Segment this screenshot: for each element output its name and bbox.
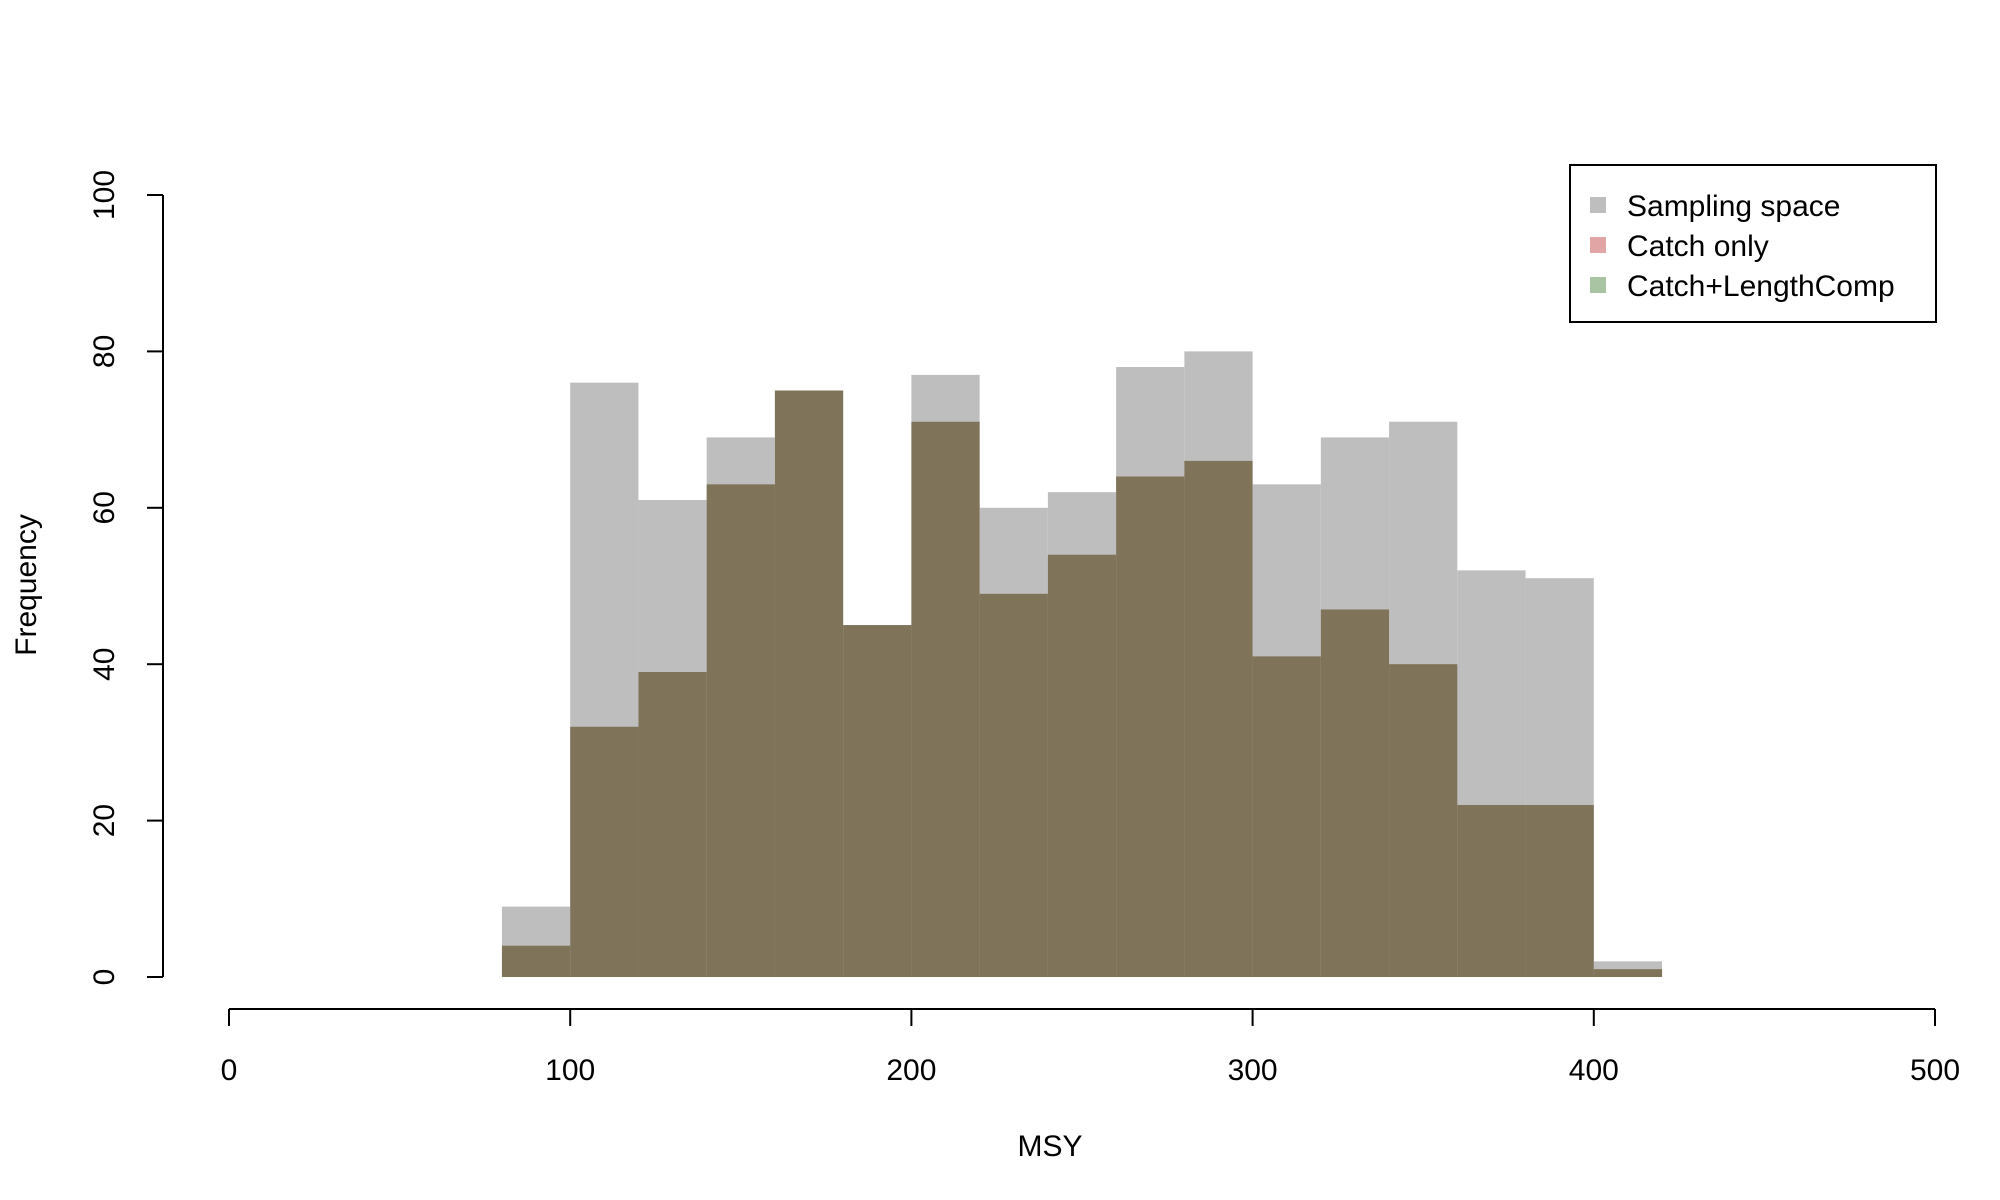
bar-overlap xyxy=(706,484,775,977)
bar-overlap xyxy=(843,625,912,977)
x-axis-title: MSY xyxy=(1017,1130,1082,1163)
y-tick-label: 40 xyxy=(88,648,121,681)
bar-overlap xyxy=(501,945,571,977)
bar-overlap xyxy=(570,726,639,977)
bar-overlap xyxy=(1252,656,1321,977)
bar-overlap xyxy=(1389,664,1458,977)
x-tick-label: 300 xyxy=(1228,1054,1278,1087)
legend-label: Sampling space xyxy=(1627,190,1840,223)
x-tick-label: 200 xyxy=(886,1054,936,1087)
y-tick-label: 100 xyxy=(88,170,121,220)
x-tick-label: 500 xyxy=(1910,1054,1960,1087)
bar-overlap xyxy=(1525,804,1594,977)
y-tick-label: 80 xyxy=(88,335,121,368)
y-tick-label: 20 xyxy=(88,804,121,837)
y-axis-title: Frequency xyxy=(10,514,43,656)
bar-overlap xyxy=(638,672,707,977)
x-tick-label: 0 xyxy=(221,1054,238,1087)
bar-overlap xyxy=(1320,609,1390,977)
legend-box xyxy=(1569,164,1937,323)
y-tick-label: 60 xyxy=(88,491,121,524)
bar-overlap xyxy=(911,421,980,977)
bar-overlap xyxy=(979,593,1048,977)
legend-swatch xyxy=(1590,197,1606,213)
bar-overlap xyxy=(1593,969,1663,977)
legend-swatch xyxy=(1590,237,1606,253)
overlap-bars xyxy=(501,390,1663,977)
legend-label: Catch+LengthComp xyxy=(1627,270,1895,303)
bar-overlap xyxy=(1184,460,1253,977)
x-tick-label: 400 xyxy=(1569,1054,1619,1087)
bar-overlap xyxy=(774,390,844,977)
legend: Sampling space Catch only Catch+LengthComp xyxy=(1569,164,1937,323)
bar-overlap xyxy=(1047,554,1117,977)
bar-overlap xyxy=(1457,804,1526,977)
x-axis: 0 100 200 300 400 500 xyxy=(221,1008,1960,1087)
y-tick-label: 0 xyxy=(88,969,121,986)
bar-overlap xyxy=(1116,476,1185,977)
y-axis: 0 20 40 60 80 100 xyxy=(88,170,164,986)
legend-swatch xyxy=(1590,277,1606,293)
x-tick-label: 100 xyxy=(545,1054,595,1087)
legend-label: Catch only xyxy=(1627,230,1769,263)
